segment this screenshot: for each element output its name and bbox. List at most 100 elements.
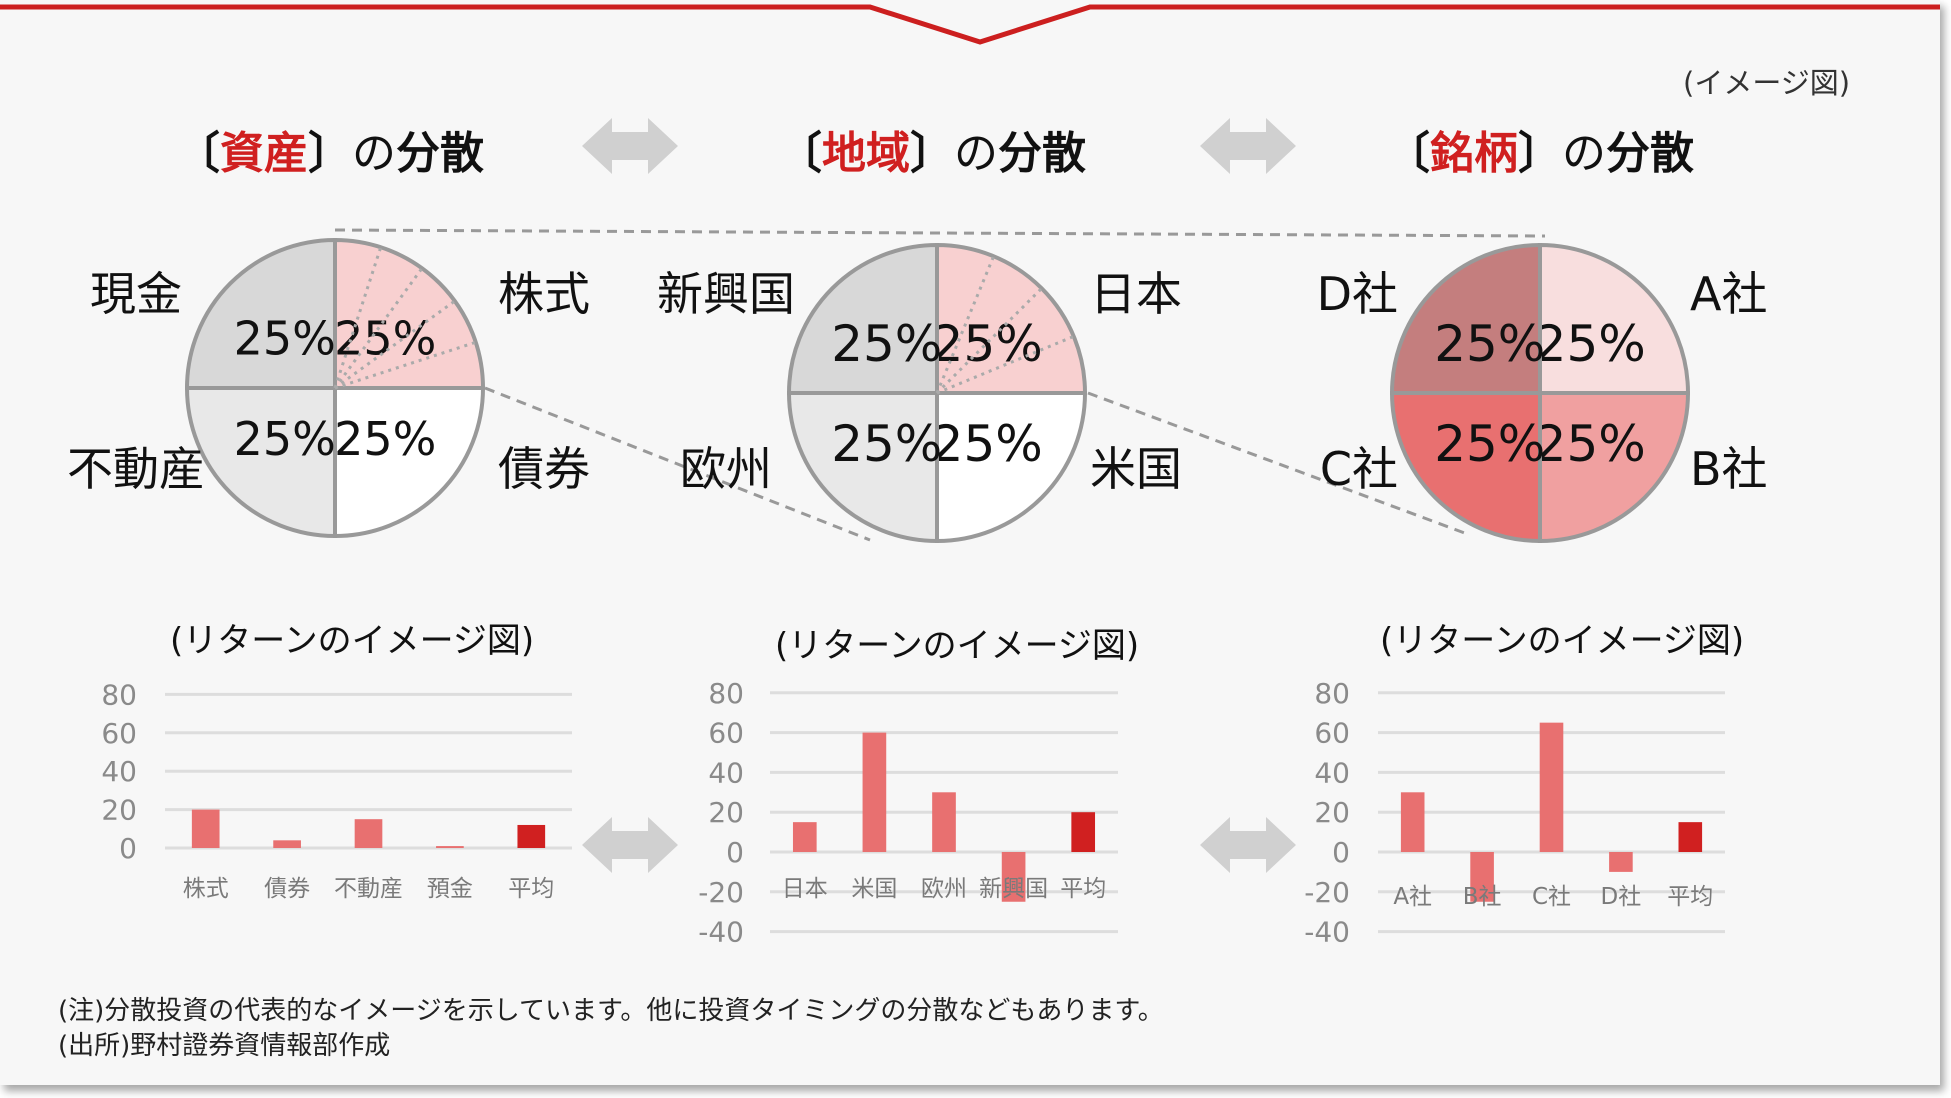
x-category-label: D社 bbox=[1601, 884, 1642, 910]
x-category-label: 新興国 bbox=[979, 876, 1048, 902]
bar bbox=[792, 822, 817, 852]
pie-charts: 25% 株式 25% 債券 25% 不動産 25% 現金 25% 日本 25% 米国 25% 欧州 25% 新… bbox=[67, 237, 1768, 544]
pie-slice bbox=[1538, 242, 1691, 395]
y-tick-label: 80 bbox=[708, 677, 744, 710]
y-tick-label: 40 bbox=[101, 755, 137, 788]
pie-percent-label: 25% bbox=[1434, 415, 1545, 473]
y-tick-label: 20 bbox=[1314, 796, 1350, 829]
bar bbox=[862, 732, 887, 852]
pie-category-label: D社 bbox=[1317, 267, 1398, 321]
bar bbox=[932, 792, 956, 852]
chart-title: (リターンのイメージ図) bbox=[1380, 621, 1744, 661]
x-category-label: 平均 bbox=[508, 876, 554, 902]
x-category-label: 欧州 bbox=[921, 876, 967, 902]
bar bbox=[436, 846, 464, 848]
pie-category-label: C社 bbox=[1320, 442, 1398, 496]
bar-chart: 0 20 40 60 80 株式 債券 不動産 預金 平均 (リターンのイメージ図) bbox=[101, 621, 572, 902]
pie-chart: 25% A社 25% B社 25% C社 25% D社 bbox=[1317, 242, 1768, 544]
y-tick-label: 0 bbox=[726, 836, 744, 869]
double-arrow-icon bbox=[582, 118, 678, 174]
pie-subdivision-line bbox=[334, 340, 477, 390]
header-stock: 〔銘柄〕の分散 bbox=[1386, 128, 1694, 179]
y-tick-label: -20 bbox=[698, 876, 744, 909]
y-tick-label: 80 bbox=[101, 678, 137, 711]
pie-slice bbox=[786, 242, 939, 395]
zoom-connector-line bbox=[334, 228, 1546, 238]
bar bbox=[1539, 722, 1564, 852]
y-tick-label: 60 bbox=[101, 717, 137, 750]
footnote-source: (出所)野村證券資情報部作成 bbox=[58, 1031, 391, 1061]
y-tick-label: 20 bbox=[708, 796, 744, 829]
bar-charts: 0 20 40 60 80 株式 債券 不動産 預金 平均 (リターンのイメージ図) -40 -20 0 2… bbox=[101, 621, 1744, 949]
pie-percent-label: 25% bbox=[1434, 315, 1545, 373]
x-category-label: 米国 bbox=[851, 876, 897, 902]
pie-subdivision-line bbox=[936, 334, 1075, 395]
double-arrow-icon bbox=[582, 817, 678, 873]
pie-percent-label: 25% bbox=[831, 315, 942, 373]
x-category-label: 債券 bbox=[264, 876, 310, 902]
y-tick-label: -40 bbox=[698, 916, 744, 949]
pie-chart: 25% 日本 25% 米国 25% 欧州 25% 新興国 bbox=[657, 242, 1182, 544]
y-tick-label: 60 bbox=[708, 717, 744, 750]
pie-category-label: B社 bbox=[1690, 442, 1768, 496]
x-category-label: C社 bbox=[1532, 884, 1571, 910]
x-category-label: 預金 bbox=[427, 876, 473, 902]
pie-percent-label: 25% bbox=[234, 311, 336, 365]
pie-slice bbox=[333, 386, 486, 539]
pie-slice bbox=[786, 391, 939, 544]
x-category-label: 平均 bbox=[1667, 884, 1713, 910]
bar bbox=[1001, 852, 1026, 902]
x-category-label: 株式 bbox=[183, 876, 229, 902]
pie-category-label: 米国 bbox=[1090, 442, 1182, 496]
pie-category-label: 新興国 bbox=[657, 267, 795, 321]
bar-average bbox=[1678, 822, 1703, 852]
y-tick-label: 0 bbox=[1332, 836, 1350, 869]
pie-slice bbox=[1389, 391, 1542, 544]
pie-percent-label: 25% bbox=[932, 415, 1043, 473]
y-tick-label: 40 bbox=[1314, 756, 1350, 789]
bar bbox=[191, 809, 220, 848]
pie-subdivision-line bbox=[935, 255, 996, 394]
pie-percent-label: 25% bbox=[234, 412, 336, 466]
pie-category-label: 日本 bbox=[1090, 267, 1182, 321]
pie-category-label: 株式 bbox=[498, 267, 590, 321]
pie-percent-label: 25% bbox=[932, 315, 1043, 373]
header-asset: 〔資産〕の分散 bbox=[176, 128, 484, 179]
x-category-label: A社 bbox=[1393, 884, 1432, 910]
double-arrow-icon bbox=[1200, 817, 1296, 873]
pie-subdivision-line bbox=[333, 246, 383, 389]
double-arrow-icon bbox=[1200, 118, 1296, 174]
pie-slice bbox=[184, 237, 337, 390]
y-tick-label: -20 bbox=[1304, 876, 1350, 909]
pie-slice bbox=[935, 391, 1088, 544]
chart-title: (リターンのイメージ図) bbox=[775, 626, 1139, 666]
x-category-label: 日本 bbox=[782, 876, 828, 902]
x-category-label: 平均 bbox=[1060, 876, 1106, 902]
x-category-label: 不動産 bbox=[334, 876, 403, 902]
pie-slice bbox=[184, 386, 337, 539]
header-region: 〔地域〕の分散 bbox=[778, 128, 1086, 179]
bar-average bbox=[517, 824, 546, 848]
pie-percent-label: 25% bbox=[334, 311, 436, 365]
zoom-connector-line bbox=[484, 386, 871, 542]
pie-slice bbox=[1538, 391, 1691, 544]
bar-chart: -40 -20 0 20 40 60 80 日本 米国 欧州 新興国 平均 (リターンのイメージ図) bbox=[698, 626, 1139, 949]
y-tick-label: 80 bbox=[1314, 677, 1350, 710]
pie-category-label: 現金 bbox=[90, 267, 182, 321]
pie-category-label: 債券 bbox=[498, 442, 590, 496]
bar-chart: -40 -20 0 20 40 60 80 A社 B社 C社 D社 平均 (リターンのイメージ図) bbox=[1304, 621, 1744, 949]
pie-percent-label: 25% bbox=[334, 412, 436, 466]
pie-subdivision-line bbox=[333, 267, 424, 389]
y-tick-label: 20 bbox=[101, 794, 137, 827]
pie-percent-label: 25% bbox=[1535, 315, 1646, 373]
pie-slice bbox=[333, 237, 486, 390]
pie-subdivision-line bbox=[935, 287, 1043, 395]
pie-category-label: 欧州 bbox=[680, 442, 772, 496]
pie-slice bbox=[1389, 242, 1542, 395]
bar bbox=[354, 819, 383, 848]
image-note: (イメージ図) bbox=[1683, 66, 1851, 100]
pie-chart: 25% 株式 25% 債券 25% 不動産 25% 現金 bbox=[67, 237, 590, 539]
pie-percent-label: 25% bbox=[831, 415, 942, 473]
